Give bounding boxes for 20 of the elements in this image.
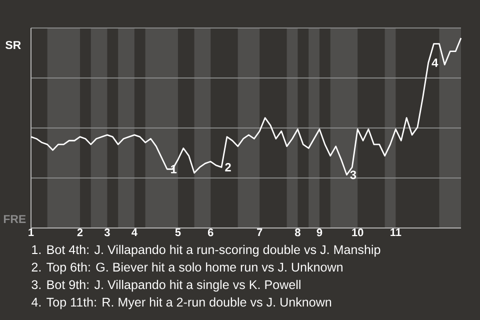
annotation: 2 [225, 163, 231, 172]
text: 3. Bot 9th: J. Villapando hit a single vs K. Powell [32, 280, 300, 292]
x-tick-label: 2 [77, 228, 83, 236]
text: 2. Top 6th: G. Biever hit a solo home run vs J. Unknown [32, 262, 342, 274]
x-tick-label: 11 [390, 228, 402, 236]
text: 1. Bot 4th: J. Villapando hit a run-scoring double vs J. Manship [32, 244, 380, 257]
x-tick-label: 3 [104, 228, 110, 236]
text: 4. Top 11th: R. Myer hit a 2-run double vs J. Unknown [31, 297, 332, 310]
x-tick-label: 1 [28, 228, 34, 236]
text: SR [6, 40, 21, 50]
x-tick-label: 9 [316, 228, 322, 236]
x-tick-label: 10 [352, 228, 364, 236]
x-tick-label: 7 [257, 228, 262, 236]
x-tick-label: 5 [175, 228, 181, 236]
x-tick-label: 6 [208, 228, 214, 236]
x-tick-label: 4 [132, 228, 138, 236]
text: FRE [4, 215, 26, 223]
annotation: 4 [432, 58, 438, 67]
x-tick-label: 8 [295, 228, 300, 236]
annotation: 3 [350, 170, 356, 180]
